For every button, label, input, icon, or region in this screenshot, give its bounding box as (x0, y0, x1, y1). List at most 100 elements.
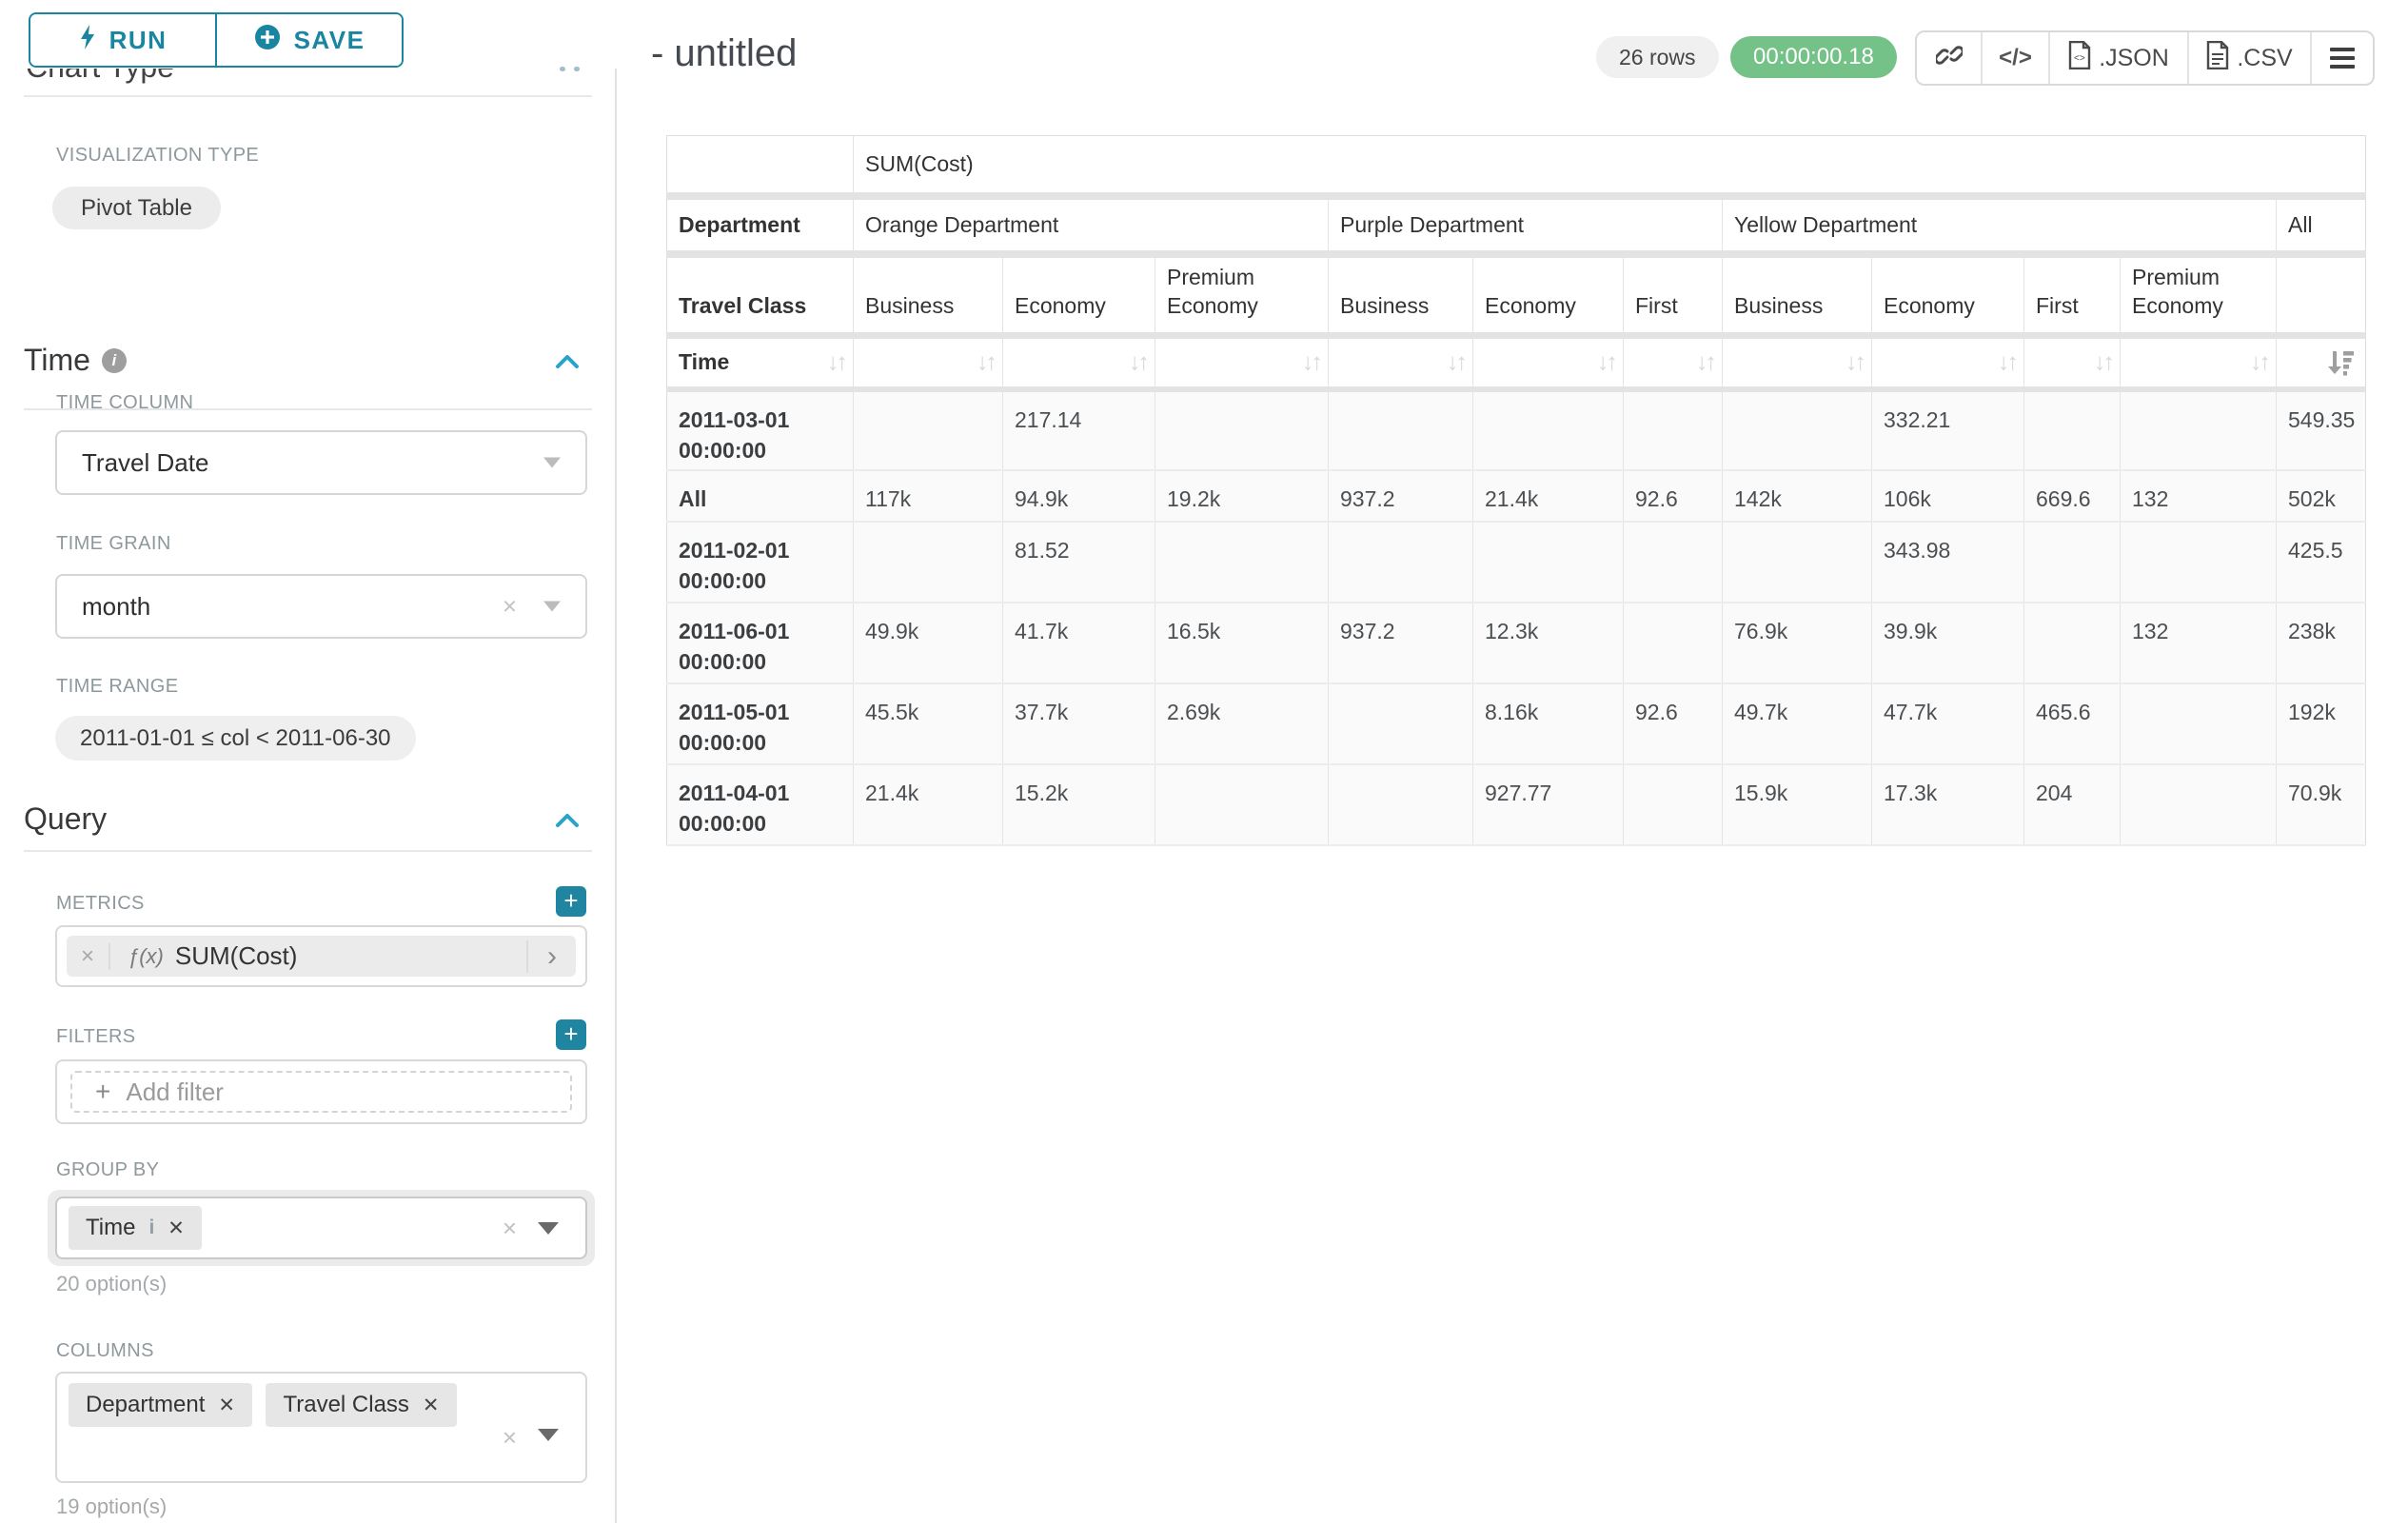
sort-toggle-icon[interactable]: ↓↑ (977, 348, 997, 376)
add-metric-button[interactable]: + (556, 886, 586, 917)
time-axis-cell[interactable]: Time ↓↑ (666, 335, 854, 392)
collapse-chevron-icon[interactable] (556, 813, 579, 828)
value-cell (1623, 763, 1723, 846)
time-grain-value: month (82, 591, 151, 621)
columns-tag[interactable]: Travel Class ✕ (266, 1383, 457, 1427)
row-label-cell: 2011-06-01 00:00:00 (666, 602, 854, 684)
travel-class-header-cell[interactable]: Premium Economy (1155, 253, 1329, 339)
sort-descending-active-icon[interactable] (2327, 348, 2356, 377)
sort-toggle-icon[interactable]: ↓↑ (827, 348, 848, 376)
sort-header-cell[interactable]: ↓↑ (1328, 335, 1473, 392)
run-button[interactable]: RUN (30, 14, 215, 66)
value-cell: 70.9k (2276, 763, 2366, 846)
export-csv-button[interactable]: .CSV (2187, 32, 2310, 84)
add-filter-plus-button[interactable]: + (556, 1019, 586, 1050)
travel-class-header-cell[interactable]: Business (1722, 253, 1872, 339)
caret-down-icon[interactable] (538, 1429, 559, 1441)
row-label-cell: 2011-02-01 00:00:00 (666, 521, 854, 603)
columns-tag-label: Travel Class (283, 1392, 409, 1417)
value-cell: 425.5 (2276, 521, 2366, 603)
page-title[interactable]: - untitled (651, 32, 798, 74)
sort-header-cell[interactable]: ↓↑ (1722, 335, 1872, 392)
group-by-options-hint: 20 option(s) (56, 1272, 168, 1296)
remove-tag-icon[interactable]: ✕ (422, 1394, 440, 1416)
value-cell (2120, 388, 2277, 471)
sort-header-cell[interactable]: ↓↑ (2023, 335, 2121, 392)
sort-toggle-icon[interactable]: ↓↑ (1696, 348, 1717, 376)
travel-class-header-cell[interactable]: First (2023, 253, 2121, 339)
time-range-label: TIME RANGE (56, 676, 179, 697)
department-group-cell[interactable]: Yellow Department (1722, 195, 2277, 258)
department-group-cell[interactable]: Orange Department (853, 195, 1329, 258)
chart-area: - untitled 26 rows 00:00:00.18 </> <> .J (619, 0, 2408, 1523)
sort-header-cell[interactable]: ↓↑ (1871, 335, 2024, 392)
clear-icon[interactable]: × (502, 591, 517, 621)
sort-toggle-icon[interactable]: ↓↑ (2094, 348, 2115, 376)
sort-toggle-icon[interactable]: ↓↑ (1998, 348, 2019, 376)
export-json-button[interactable]: <> .JSON (2048, 32, 2187, 84)
value-cell (1328, 521, 1473, 603)
value-cell (2023, 602, 2121, 684)
travel-class-header-cell[interactable]: Premium Economy (2120, 253, 2277, 339)
svg-text:<>: <> (2074, 53, 2085, 64)
travel-class-header-cell[interactable]: Economy (1871, 253, 2024, 339)
share-link-button[interactable] (1917, 32, 1981, 84)
travel-class-header-cell[interactable]: Economy (1002, 253, 1155, 339)
travel-class-header-cell[interactable]: Economy (1472, 253, 1624, 339)
sort-header-cell[interactable]: ↓↑ (1002, 335, 1155, 392)
time-grain-select[interactable]: month × (55, 574, 587, 639)
remove-tag-icon[interactable]: ✕ (168, 1216, 185, 1239)
travel-class-header-cell[interactable] (2276, 253, 2366, 339)
chevron-right-icon[interactable]: › (526, 940, 576, 973)
metric-header-row: SUM(Cost) (666, 135, 2366, 200)
visualization-type-pill[interactable]: Pivot Table (52, 187, 221, 229)
collapse-chevron-icon[interactable] (556, 354, 579, 369)
sort-header-cell[interactable]: ↓↑ (1623, 335, 1723, 392)
sort-toggle-icon[interactable]: ↓↑ (2250, 348, 2271, 376)
group-by-tag[interactable]: Time i ✕ (69, 1206, 202, 1250)
travel-class-header-cell[interactable]: Business (853, 253, 1003, 339)
sort-header-cell[interactable]: ↓↑ (1472, 335, 1624, 392)
sort-toggle-icon[interactable]: ↓↑ (1845, 348, 1866, 376)
time-section-title: Time (24, 343, 90, 377)
metrics-label: METRICS (56, 893, 145, 914)
time-column-select[interactable]: Travel Date (55, 430, 587, 495)
add-filter-button[interactable]: + Add filter (70, 1071, 572, 1113)
query-timer-badge: 00:00:00.18 (1730, 36, 1897, 78)
time-range-pill[interactable]: 2011-01-01 ≤ col < 2011-06-30 (55, 716, 416, 761)
sort-header-cell[interactable] (2276, 335, 2366, 392)
export-csv-label: .CSV (2237, 44, 2293, 71)
travel-class-header-cell[interactable]: First (1623, 253, 1723, 339)
department-group-cell[interactable]: All (2276, 195, 2366, 258)
save-button[interactable]: SAVE (215, 14, 402, 66)
sort-header-cell[interactable]: ↓↑ (2120, 335, 2277, 392)
clear-icon[interactable]: × (502, 1423, 517, 1452)
remove-tag-icon[interactable]: ✕ (218, 1394, 235, 1416)
filters-field: + Add filter (55, 1059, 587, 1124)
more-options-button[interactable] (2310, 32, 2373, 84)
sort-header-cell[interactable]: ↓↑ (853, 335, 1003, 392)
sort-toggle-icon[interactable]: ↓↑ (1597, 348, 1618, 376)
value-cell: 669.6 (2023, 469, 2121, 523)
info-icon[interactable]: i (101, 347, 127, 373)
info-icon[interactable]: i (148, 1216, 155, 1238)
group-by-select[interactable]: Time i ✕ × (55, 1197, 587, 1259)
columns-select[interactable]: Department ✕ Travel Class ✕ × (55, 1372, 587, 1483)
columns-tag[interactable]: Department ✕ (69, 1383, 252, 1427)
pivot-data-row: 2011-04-01 00:00:00 21.4k 15.2k 927.77 15.9k 1… (666, 763, 2366, 846)
travel-class-header-cell[interactable]: Business (1328, 253, 1473, 339)
sort-toggle-icon[interactable]: ↓↑ (1447, 348, 1468, 376)
metric-pill[interactable]: × ƒ(x) SUM(Cost) › (67, 936, 576, 977)
remove-metric-icon[interactable]: × (67, 942, 110, 970)
sort-toggle-icon[interactable]: ↓↑ (1129, 348, 1150, 376)
csv-file-icon (2206, 40, 2229, 76)
department-group-cell[interactable]: Purple Department (1328, 195, 1723, 258)
clear-icon[interactable]: × (502, 1213, 517, 1242)
run-save-button-group: RUN SAVE (29, 12, 404, 68)
caret-down-icon[interactable] (538, 1221, 559, 1235)
sort-toggle-icon[interactable]: ↓↑ (1302, 348, 1323, 376)
sort-header-cell[interactable]: ↓↑ (1155, 335, 1329, 392)
divider (24, 95, 592, 97)
view-query-button[interactable]: </> (1981, 32, 2048, 84)
value-cell: 332.21 (1871, 388, 2024, 471)
